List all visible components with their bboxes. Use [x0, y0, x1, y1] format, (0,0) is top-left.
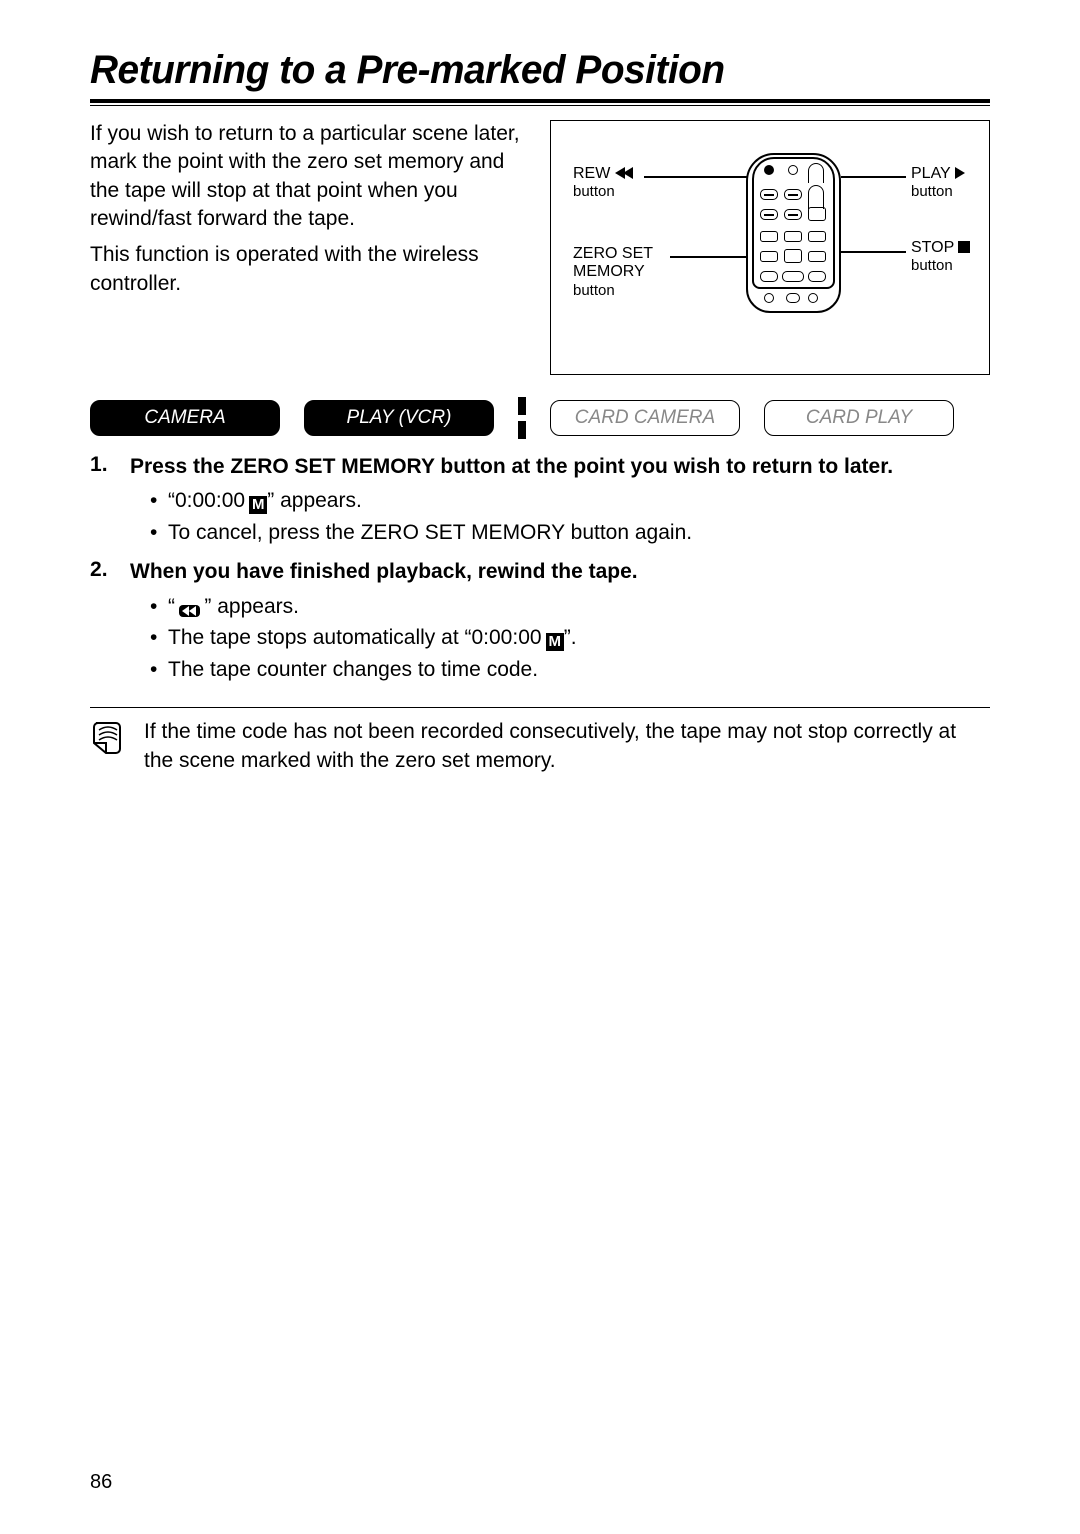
zero-label-sub: button	[573, 282, 615, 299]
s1b1-pre: “0:00:00	[168, 489, 249, 512]
title-rule-thick	[90, 99, 990, 103]
intro-paragraph-1: If you wish to return to a particular sc…	[90, 120, 532, 233]
leader-stop	[841, 251, 906, 253]
note-icon	[90, 720, 126, 756]
m-badge-icon: M	[546, 633, 564, 651]
rew-label-sub: button	[573, 183, 615, 200]
s2b2-post: ”.	[564, 626, 577, 649]
rewind-badge-icon	[179, 605, 200, 617]
intro-row: If you wish to return to a particular sc…	[90, 120, 990, 375]
s2b1-post: ” appears.	[200, 595, 299, 618]
mode-bar: CAMERA PLAY (VCR) CARD CAMERA CARD PLAY	[90, 397, 990, 439]
zero-label-2: MEMORY	[573, 263, 645, 280]
stop-label: STOP button	[911, 239, 970, 276]
rew-label: REW button	[573, 165, 633, 202]
mode-play-vcr: PLAY (VCR)	[304, 400, 494, 436]
rew-label-text: REW	[573, 165, 610, 182]
stop-label-text: STOP	[911, 239, 954, 256]
mode-camera: CAMERA	[90, 400, 280, 436]
note-text: If the time code has not been recorded c…	[144, 718, 990, 775]
zero-label-1: ZERO SET	[573, 245, 653, 262]
step-1: Press the ZERO SET MEMORY button at the …	[90, 453, 990, 548]
stop-label-sub: button	[911, 257, 953, 274]
step-2-title: When you have finished playback, rewind …	[130, 558, 990, 586]
step-1-bullet-1: “0:00:00 M” appears.	[150, 485, 990, 517]
intro-text: If you wish to return to a particular sc…	[90, 120, 532, 375]
s1b1-post: ” appears.	[267, 489, 362, 512]
step-1-bullet-2: To cancel, press the ZERO SET MEMORY but…	[150, 517, 990, 549]
step-2-bullets: “ ” appears. The tape stops automaticall…	[150, 591, 990, 686]
play-label-sub: button	[911, 183, 953, 200]
s2b1-pre: “	[168, 595, 179, 618]
zero-label: ZERO SET MEMORY button	[573, 245, 653, 300]
manual-page: Returning to a Pre-marked Position If yo…	[0, 0, 1080, 1534]
play-label: PLAY button	[911, 165, 965, 202]
intro-paragraph-2: This function is operated with the wirel…	[90, 241, 532, 298]
step-2-bullet-2: The tape stops automatically at “0:00:00…	[150, 622, 990, 654]
note-separator	[90, 707, 990, 708]
step-1-bullets: “0:00:00 M” appears. To cancel, press th…	[150, 485, 990, 548]
leader-play	[841, 176, 906, 178]
mode-separator	[518, 397, 526, 439]
play-label-text: PLAY	[911, 165, 950, 182]
mode-card-play: CARD PLAY	[764, 400, 954, 436]
step-2-bullet-3: The tape counter changes to time code.	[150, 654, 990, 686]
title-rule-thin	[90, 105, 990, 106]
page-title: Returning to a Pre-marked Position	[90, 48, 963, 93]
step-1-title: Press the ZERO SET MEMORY button at the …	[130, 453, 990, 481]
note-row: If the time code has not been recorded c…	[90, 718, 990, 775]
mode-card-camera: CARD CAMERA	[550, 400, 740, 436]
step-2-bullet-1: “ ” appears.	[150, 591, 990, 623]
remote-diagram: REW button ZERO SET MEMORY button PLAY b…	[550, 120, 990, 375]
remote-outline	[746, 153, 841, 313]
leader-zero	[670, 256, 748, 258]
s2b2-pre: The tape stops automatically at “0:00:00	[168, 626, 546, 649]
step-2: When you have finished playback, rewind …	[90, 558, 990, 685]
m-badge-icon: M	[249, 496, 267, 514]
leader-rew	[644, 176, 748, 178]
steps-list: Press the ZERO SET MEMORY button at the …	[90, 453, 990, 685]
page-number: 86	[90, 1471, 112, 1494]
